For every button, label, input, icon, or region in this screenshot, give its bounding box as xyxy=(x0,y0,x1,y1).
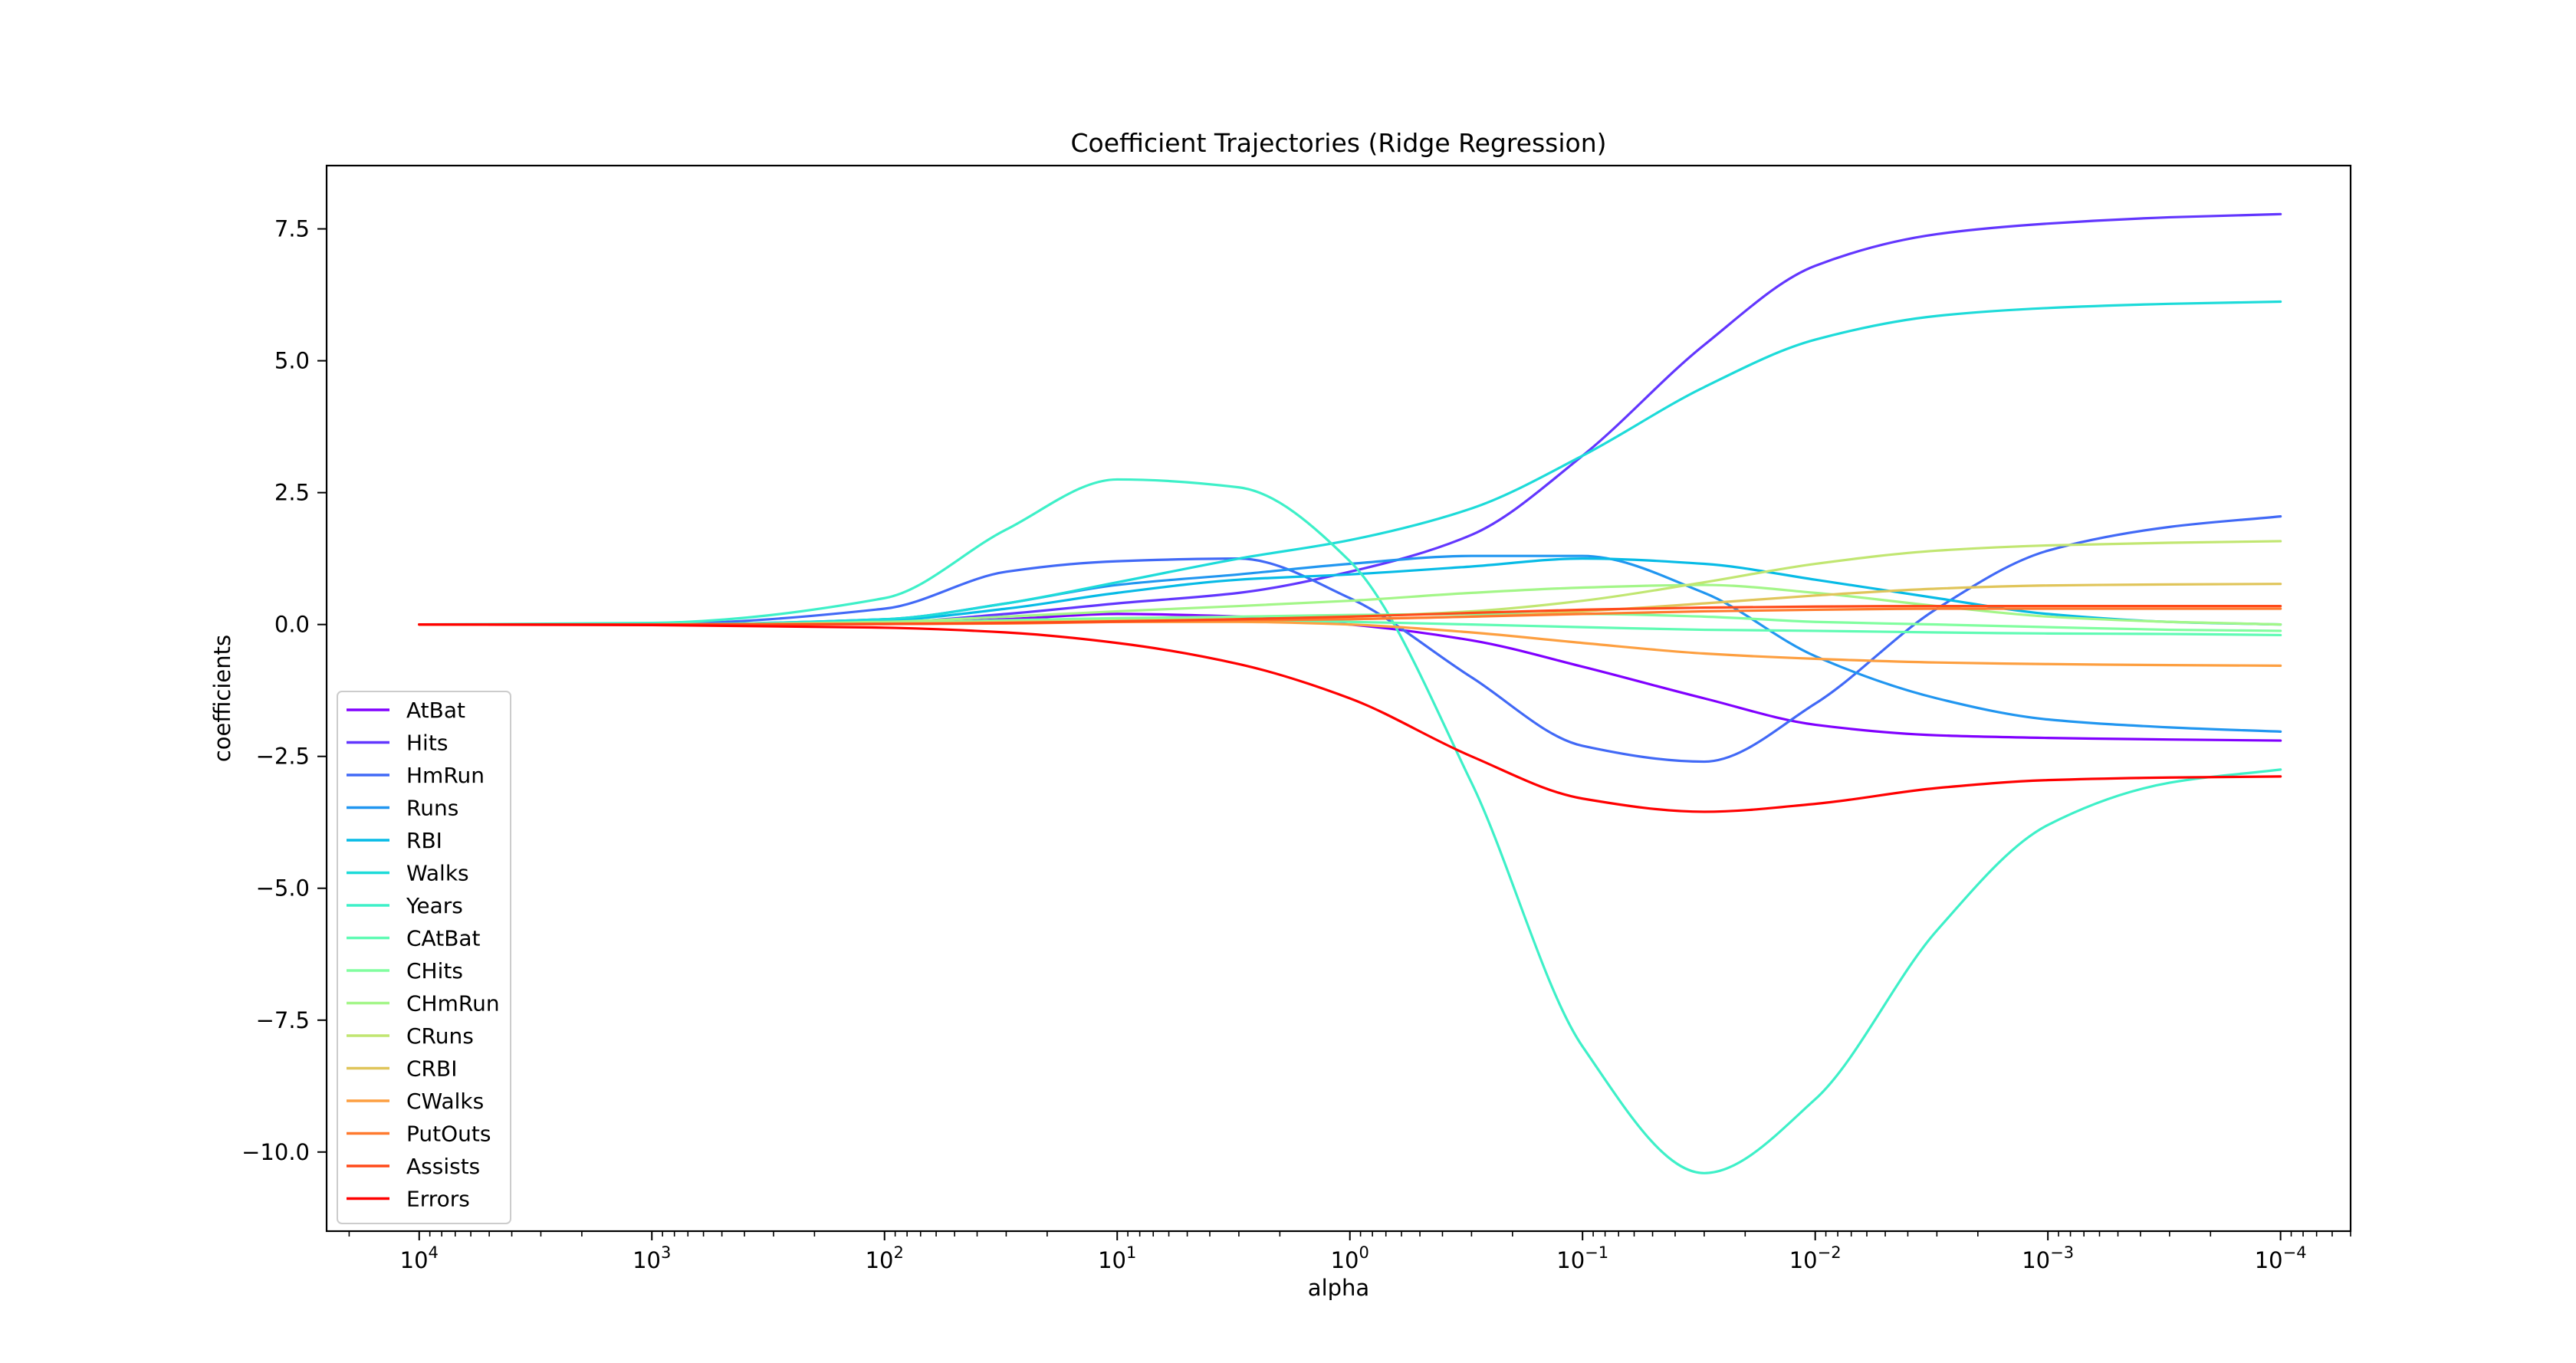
legend-item-runs: Runs xyxy=(347,796,458,821)
x-tick-label: 10−4 xyxy=(2255,1243,2307,1273)
legend-item-crbi: CRBI xyxy=(347,1056,457,1082)
legend-label: Assists xyxy=(406,1154,480,1179)
legend-item-cruns: CRuns xyxy=(347,1023,474,1049)
legend-label: PutOuts xyxy=(406,1122,491,1147)
x-tick-label: 100 xyxy=(1331,1243,1369,1273)
legend: AtBat Hits HmRun Runs RBI Walks Years CAtBat CHi… xyxy=(337,691,511,1224)
legend-label: CRuns xyxy=(406,1023,474,1049)
x-tick-label: 101 xyxy=(1098,1243,1136,1273)
series-line-walks xyxy=(418,300,2282,626)
legend-item-rbi: RBI xyxy=(347,828,442,853)
y-tick-label: −2.5 xyxy=(256,744,310,770)
legend-label: Errors xyxy=(406,1187,470,1212)
legend-label: RBI xyxy=(406,828,442,853)
x-axis-label: alpha xyxy=(1308,1275,1369,1301)
legend-label: CWalks xyxy=(406,1089,484,1114)
x-tick-label: 10−1 xyxy=(1556,1243,1608,1273)
y-tick-label: 5.0 xyxy=(274,348,310,374)
legend-label: CHits xyxy=(406,958,463,984)
y-tick-label: 2.5 xyxy=(274,480,310,506)
x-tick-label: 104 xyxy=(400,1243,439,1273)
x-tick-label: 10−3 xyxy=(2022,1243,2074,1273)
legend-label: Walks xyxy=(406,861,469,886)
legend-item-assists: Assists xyxy=(347,1154,480,1179)
legend-box xyxy=(337,691,511,1224)
x-tick-label: 103 xyxy=(632,1243,671,1273)
legend-item-putouts: PutOuts xyxy=(347,1122,491,1147)
series-line-chmrun xyxy=(418,583,2282,626)
legend-item-catbat: CAtBat xyxy=(347,926,481,951)
series-line-assists xyxy=(418,604,2282,626)
legend-label: Runs xyxy=(406,796,458,821)
legend-item-chits: CHits xyxy=(347,958,463,984)
series-line-errors xyxy=(418,623,2282,813)
y-tick-label: 0.0 xyxy=(274,612,310,638)
legend-item-chmrun: CHmRun xyxy=(347,991,500,1017)
legend-label: Years xyxy=(406,893,463,918)
y-tick-label: −10.0 xyxy=(242,1139,310,1165)
y-axis-label: coefficients xyxy=(209,635,235,762)
y-tick-label: −5.0 xyxy=(256,875,310,902)
chart-title: Coefficient Trajectories (Ridge Regressi… xyxy=(1071,128,1607,158)
plot-frame xyxy=(325,164,2352,1233)
legend-item-cwalks: CWalks xyxy=(347,1089,484,1114)
x-tick-label: 102 xyxy=(866,1243,904,1273)
legend-item-walks: Walks xyxy=(347,861,469,886)
legend-item-atbat: AtBat xyxy=(347,698,465,723)
legend-item-years: Years xyxy=(347,893,463,918)
x-tick-label: 10−2 xyxy=(1789,1243,1842,1273)
legend-item-hmrun: HmRun xyxy=(347,763,485,788)
y-tick-label: 7.5 xyxy=(274,216,310,242)
legend-label: HmRun xyxy=(406,763,485,788)
legend-item-errors: Errors xyxy=(347,1187,470,1212)
legend-label: Hits xyxy=(406,731,448,756)
legend-label: CAtBat xyxy=(406,926,481,951)
series-line-years xyxy=(418,478,2282,1174)
ticks-layer: 104 103 102 101 100 10−1 10−2 10−3 10−4 7.5 5.0 2.5… xyxy=(242,216,2351,1273)
y-tick-label: −7.5 xyxy=(256,1007,310,1033)
series-line-hmrun xyxy=(418,515,2282,764)
legend-label: CHmRun xyxy=(406,991,500,1017)
legend-label: CRBI xyxy=(406,1056,457,1082)
legend-label: AtBat xyxy=(406,698,465,723)
series-layer xyxy=(418,212,2282,1174)
legend-item-hits: Hits xyxy=(347,731,448,756)
